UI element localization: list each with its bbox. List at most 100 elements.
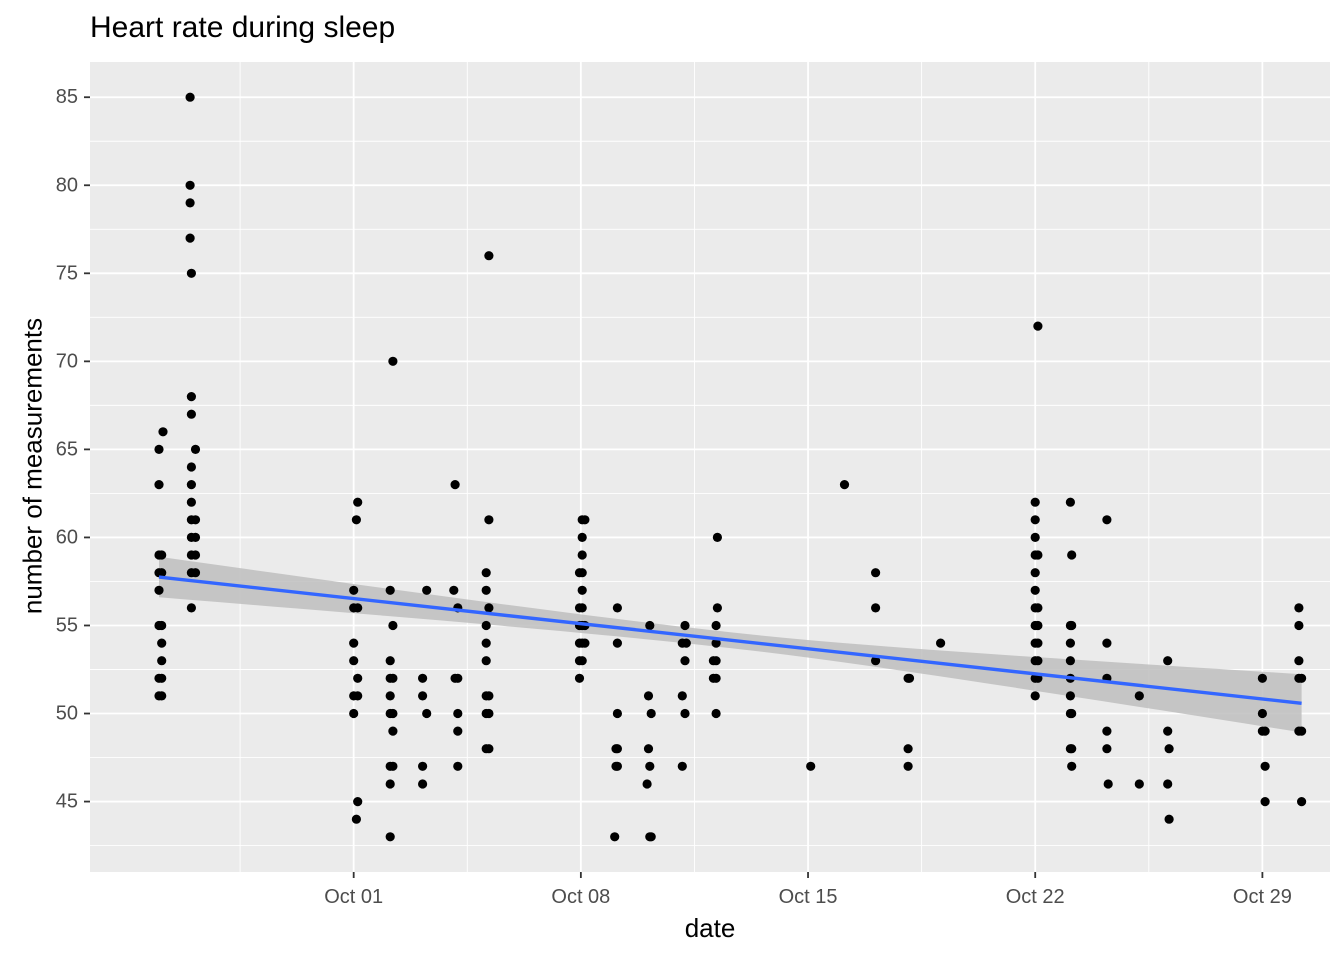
data-point (612, 708, 623, 719)
data-point (157, 568, 167, 578)
data-point (388, 761, 398, 771)
data-point (1134, 779, 1144, 789)
data-point (186, 268, 196, 278)
data-point (484, 603, 494, 613)
data-point (157, 673, 167, 683)
data-point (157, 691, 167, 701)
data-point (1294, 656, 1304, 666)
trend-line-layer (158, 575, 1302, 705)
x-tick-label: Oct 08 (551, 886, 610, 908)
data-point (185, 180, 195, 190)
data-point (388, 708, 398, 719)
data-point (158, 427, 168, 437)
data-point (1067, 550, 1077, 560)
data-point (418, 691, 428, 701)
data-point (481, 620, 491, 631)
data-point (1163, 726, 1173, 736)
y-tick-label: 75 (56, 262, 78, 284)
x-tick-label: Oct 01 (324, 886, 383, 908)
data-point (484, 691, 494, 701)
data-point (612, 761, 623, 771)
data-point (388, 673, 398, 683)
data-point (186, 497, 196, 507)
data-point (577, 550, 587, 560)
data-point (612, 603, 623, 613)
data-point (385, 691, 395, 701)
data-point (481, 568, 491, 578)
data-point (1030, 497, 1040, 507)
data-point (871, 603, 881, 613)
data-point (1257, 673, 1267, 683)
y-tick-label: 80 (56, 174, 78, 196)
data-point (1033, 638, 1043, 648)
data-point (1033, 656, 1043, 666)
data-point (1260, 797, 1270, 807)
data-point (349, 585, 359, 595)
data-point (481, 585, 491, 595)
data-point (680, 656, 690, 666)
data-point (453, 761, 463, 771)
data-point (1033, 603, 1043, 613)
y-tick-label: 55 (56, 614, 78, 636)
data-point (418, 779, 428, 789)
data-point (871, 656, 881, 666)
data-point (839, 480, 850, 490)
x-axis-title: date (684, 913, 736, 943)
data-point (1164, 814, 1174, 824)
data-point (157, 656, 167, 666)
data-point (1134, 691, 1144, 701)
data-point (481, 638, 491, 648)
data-point (190, 444, 201, 454)
data-point (154, 585, 164, 595)
data-point (680, 708, 690, 719)
data-point (680, 620, 690, 631)
data-point (1164, 744, 1174, 754)
data-point (936, 638, 946, 648)
data-point (385, 585, 395, 595)
confidence-band (159, 556, 1302, 733)
data-point (453, 708, 463, 719)
data-point (1065, 691, 1075, 701)
data-point (1030, 585, 1040, 595)
data-point (712, 603, 723, 613)
data-point (577, 568, 587, 578)
data-point (484, 251, 494, 261)
data-point (1030, 691, 1040, 701)
data-point (1163, 656, 1173, 666)
data-point (353, 603, 363, 613)
data-point (185, 92, 195, 102)
data-point (677, 761, 687, 771)
chart-title: Heart rate during sleep (90, 11, 396, 44)
data-point (1102, 744, 1112, 754)
data-point (484, 744, 494, 754)
axes: 45 50 55 60 65 70 75 80 85 Oct 01 Oct 08 Oct 15 Oct … (56, 86, 1292, 908)
y-tick-label: 85 (56, 86, 78, 108)
data-point (577, 603, 587, 613)
data-point (806, 761, 816, 771)
data-point (711, 708, 721, 719)
data-point (677, 691, 687, 701)
data-point (388, 620, 398, 631)
x-tick-label: Oct 29 (1233, 886, 1292, 908)
y-axis-title: number of measurements (17, 317, 48, 615)
data-point (186, 480, 196, 490)
data-point (1102, 515, 1112, 525)
data-point (157, 620, 167, 631)
data-point (484, 708, 494, 719)
data-point (1297, 726, 1307, 736)
data-point (185, 233, 195, 243)
y-tick-label: 45 (56, 791, 78, 813)
data-point (190, 550, 201, 560)
data-point (1102, 726, 1112, 736)
data-point (577, 656, 587, 666)
data-point (574, 673, 585, 683)
data-point (385, 832, 395, 842)
data-point (1294, 603, 1304, 613)
data-point (353, 797, 363, 807)
data-point (481, 656, 491, 666)
data-point (388, 726, 398, 736)
data-point (1033, 550, 1043, 560)
data-point (450, 480, 460, 490)
trend-line (158, 575, 1302, 705)
data-point (681, 638, 691, 648)
